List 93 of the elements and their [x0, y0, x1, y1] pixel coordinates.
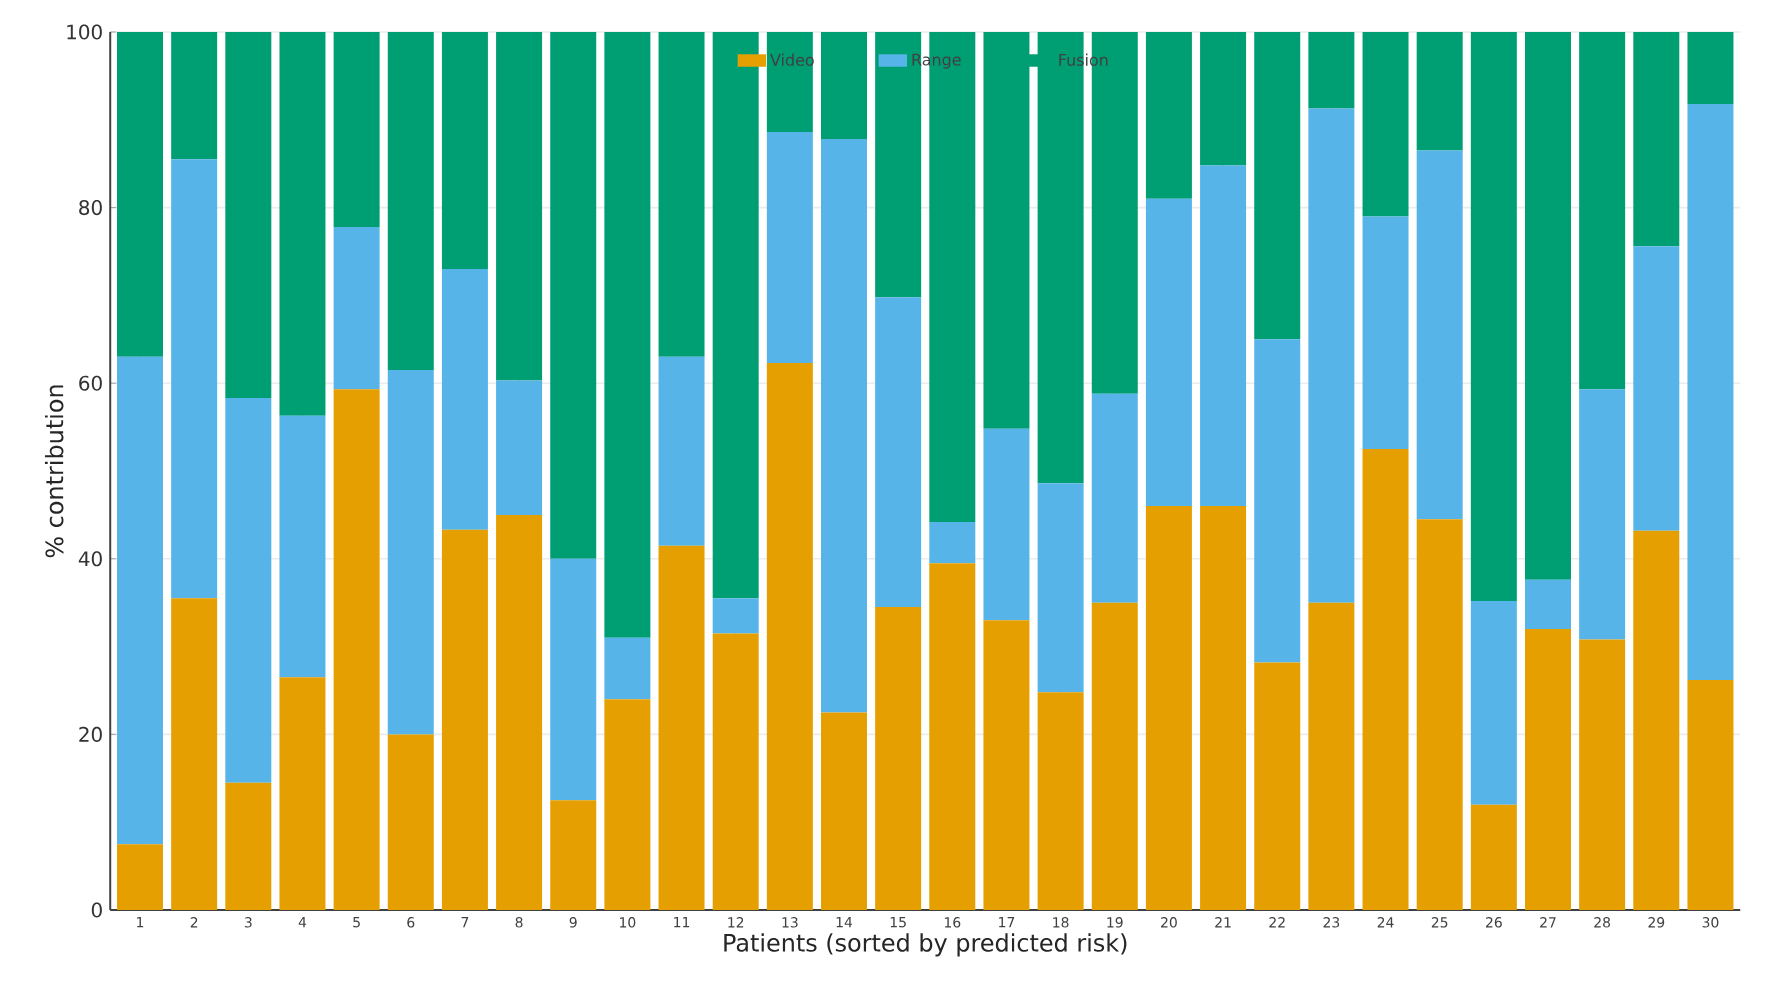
bar [441, 31, 488, 270]
bar [604, 699, 651, 910]
bar [441, 529, 488, 910]
bar [766, 132, 813, 363]
bar [279, 31, 326, 416]
y-tick-label: 80 [79, 200, 102, 216]
bar [1091, 602, 1138, 910]
bar [117, 356, 163, 845]
bar [658, 545, 705, 910]
bar [496, 31, 543, 381]
bar [658, 356, 705, 546]
bar [1200, 506, 1247, 910]
bar [604, 637, 651, 700]
bar [1633, 246, 1680, 531]
bar [333, 226, 380, 390]
bar [171, 598, 218, 910]
bar [1416, 150, 1463, 520]
bar [712, 598, 759, 634]
bar [1687, 103, 1734, 680]
y-tick-label: 20 [79, 726, 102, 742]
bar [1579, 31, 1626, 390]
bar [983, 620, 1030, 910]
bar [441, 269, 488, 530]
bar [875, 607, 922, 910]
bar [1687, 679, 1734, 910]
bar [821, 712, 867, 910]
bar [387, 734, 434, 910]
bar [1470, 600, 1517, 805]
bar [1145, 506, 1192, 910]
x-axis-title: Patients (sorted by predicted risk) [724, 933, 1127, 957]
bar [1254, 339, 1301, 663]
bar [117, 844, 163, 910]
bar [712, 31, 759, 599]
bar [1362, 31, 1409, 217]
bar [875, 297, 922, 608]
bar [279, 415, 326, 678]
bar [1633, 530, 1680, 910]
bar [1470, 804, 1517, 910]
bar [1470, 31, 1517, 601]
bar [171, 159, 218, 599]
bar [766, 363, 813, 910]
bar [225, 782, 272, 910]
bar [1308, 108, 1355, 603]
bar [1633, 31, 1680, 247]
bar [171, 31, 218, 160]
bar [766, 31, 813, 133]
bar [387, 370, 434, 735]
bar [1037, 483, 1084, 693]
bar [550, 31, 597, 559]
bar [1254, 662, 1301, 910]
bar [1200, 31, 1247, 166]
y-tick-label: 0 [91, 902, 102, 918]
bar [550, 800, 597, 910]
bar [333, 389, 380, 910]
bar [1524, 629, 1571, 910]
bar [1091, 393, 1138, 603]
bar [983, 428, 1030, 621]
bar [387, 31, 434, 371]
bar [604, 31, 651, 638]
bar [929, 521, 976, 564]
bar [1524, 579, 1571, 630]
bar [1579, 639, 1626, 910]
bar [225, 31, 272, 399]
bar [1579, 389, 1626, 640]
bar [1362, 449, 1409, 910]
bar [1037, 692, 1084, 910]
bar [1145, 198, 1192, 507]
bar [1145, 31, 1192, 199]
bar [712, 633, 759, 910]
bar [1524, 31, 1571, 580]
y-axis-title: % contribution [44, 385, 64, 558]
bar [1308, 31, 1355, 109]
bar [1362, 216, 1409, 450]
bar [333, 31, 380, 227]
bar [1416, 519, 1463, 910]
bar [658, 31, 705, 357]
bar [496, 380, 543, 515]
bar [117, 31, 163, 357]
y-tick-label: 60 [79, 375, 102, 391]
bar [550, 558, 597, 801]
bar [1254, 31, 1301, 340]
bar [1687, 31, 1734, 104]
bar [929, 563, 976, 910]
y-tick-label: 100 [67, 24, 102, 40]
bar [1308, 602, 1355, 910]
bar [1416, 31, 1463, 151]
bar [279, 677, 326, 910]
bar [496, 514, 543, 910]
bar [225, 398, 272, 783]
bar [821, 139, 867, 713]
y-tick-label: 40 [78, 551, 102, 567]
bar [821, 31, 867, 140]
bar [1200, 165, 1247, 507]
